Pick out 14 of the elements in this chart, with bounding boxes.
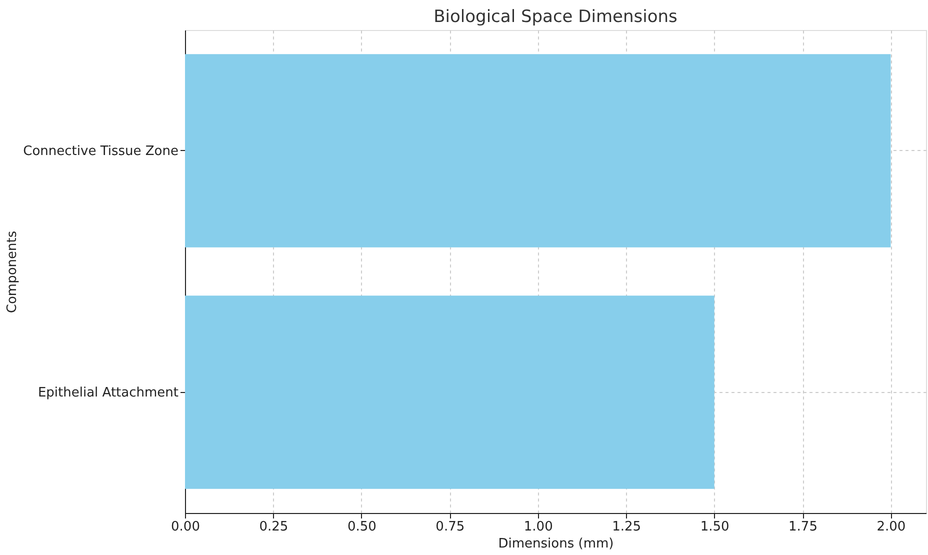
- x-axis-title: Dimensions (mm): [498, 536, 614, 552]
- y-tick-label: Connective Tissue Zone: [23, 144, 178, 159]
- x-tick-label: 0.25: [259, 520, 288, 534]
- x-tick-label: 0.75: [436, 520, 465, 534]
- x-tick-label: 2.00: [876, 520, 906, 534]
- x-tick-label: 0.50: [347, 520, 376, 534]
- x-tick-label: 1.00: [524, 520, 553, 534]
- x-tick-label: 0.00: [171, 520, 200, 534]
- x-tick-label: 1.75: [788, 520, 818, 534]
- y-axis-title: Components: [5, 230, 20, 314]
- x-tick-label: 1.25: [612, 520, 642, 534]
- chart-title: Biological Space Dimensions: [434, 7, 678, 27]
- x-tick-label: 1.50: [700, 520, 730, 534]
- y-tick-label: Epithelial Attachment: [38, 385, 178, 400]
